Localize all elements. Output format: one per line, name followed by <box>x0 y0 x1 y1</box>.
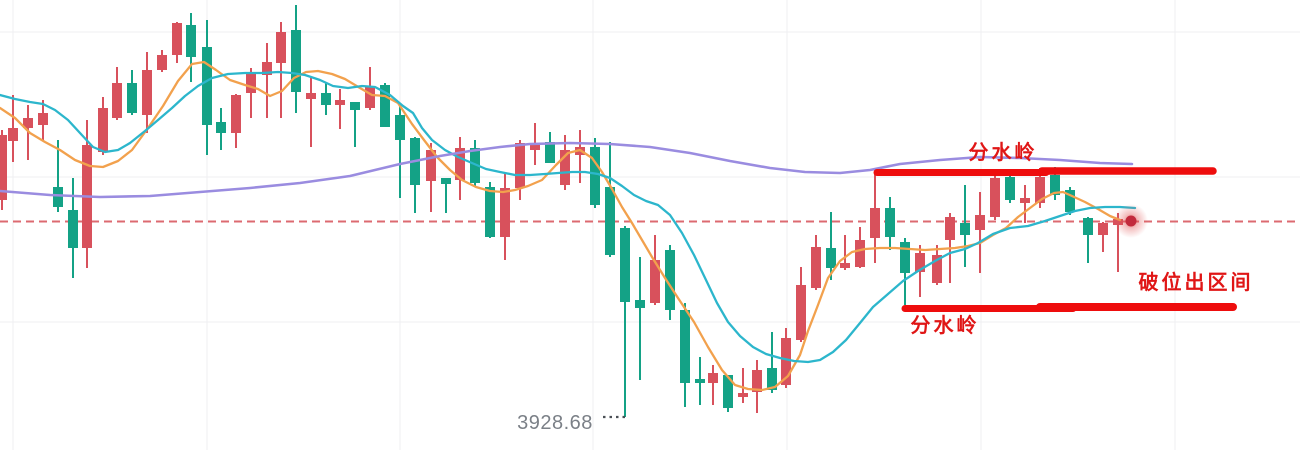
candle-body <box>680 310 690 383</box>
candle-body <box>1065 190 1075 212</box>
candle-body <box>932 255 942 283</box>
candle-body <box>335 100 345 105</box>
candle-body <box>426 150 436 181</box>
candle-body <box>157 55 167 70</box>
candle-body <box>485 187 495 237</box>
candle-body <box>1020 198 1030 203</box>
candle-body <box>395 115 405 140</box>
candle-body <box>350 102 360 110</box>
candle-body <box>945 217 955 240</box>
candle-body <box>605 187 615 255</box>
candle-body <box>262 62 272 75</box>
candle-body <box>960 223 970 235</box>
ma-cyan <box>0 70 1137 364</box>
candle-body <box>545 142 555 163</box>
candle-body <box>752 370 762 392</box>
candle-body <box>23 118 33 128</box>
candle-body <box>216 122 226 133</box>
candle-body <box>620 228 630 302</box>
candle-body <box>276 32 286 63</box>
moving-averages <box>0 60 1137 392</box>
candle-body <box>127 83 137 113</box>
candle-body <box>650 260 660 303</box>
ma-orange <box>0 60 1122 392</box>
candle-body <box>291 30 301 92</box>
candle-body <box>8 128 18 141</box>
candle-body <box>500 188 510 237</box>
candle-body <box>781 338 791 385</box>
candle-body <box>231 95 241 133</box>
ma-purple <box>0 141 1134 199</box>
candle-body <box>665 250 675 310</box>
candle-body <box>900 242 910 273</box>
candle-body <box>1083 218 1093 235</box>
candle-body <box>306 93 316 99</box>
candle-body <box>380 85 390 127</box>
candle-body <box>186 25 196 57</box>
candle-body <box>455 148 465 180</box>
candle-body <box>635 300 645 308</box>
candle-body <box>365 86 375 108</box>
candle-body <box>1050 175 1060 195</box>
candle-body <box>172 23 182 55</box>
candle-body <box>915 253 925 272</box>
candle-body <box>590 147 600 205</box>
candle-body <box>767 368 777 390</box>
candle-body <box>1035 177 1045 203</box>
candle-body <box>990 178 1000 217</box>
candle-body <box>441 178 451 184</box>
candle-body <box>796 285 806 340</box>
candle-body <box>68 210 78 248</box>
candle-body <box>112 83 122 118</box>
candle-body <box>870 208 880 238</box>
candle-body <box>142 70 152 115</box>
candle-body <box>826 248 836 268</box>
candle-body <box>530 143 540 150</box>
candle-body <box>1098 223 1108 235</box>
candle-body <box>811 247 821 288</box>
candle-body <box>0 135 7 200</box>
candle-body <box>98 108 108 152</box>
candle-body <box>885 208 895 237</box>
candle-body <box>515 143 525 188</box>
candle-body <box>738 393 748 397</box>
candle-body <box>321 93 331 105</box>
candles <box>0 5 1123 417</box>
current-price-dot <box>1125 215 1137 227</box>
annotation-lines <box>873 167 1237 312</box>
candle-body <box>202 47 212 125</box>
candle-body <box>246 73 256 93</box>
candle-body <box>1005 177 1015 200</box>
candle-body <box>708 373 718 383</box>
candle-body <box>695 379 705 383</box>
candle-body <box>840 263 850 268</box>
candle-body <box>723 375 733 408</box>
candle-body <box>855 240 865 267</box>
candle-body <box>53 187 63 207</box>
candle-body <box>560 150 570 185</box>
candle-body <box>975 215 985 230</box>
candle-body <box>38 113 48 125</box>
